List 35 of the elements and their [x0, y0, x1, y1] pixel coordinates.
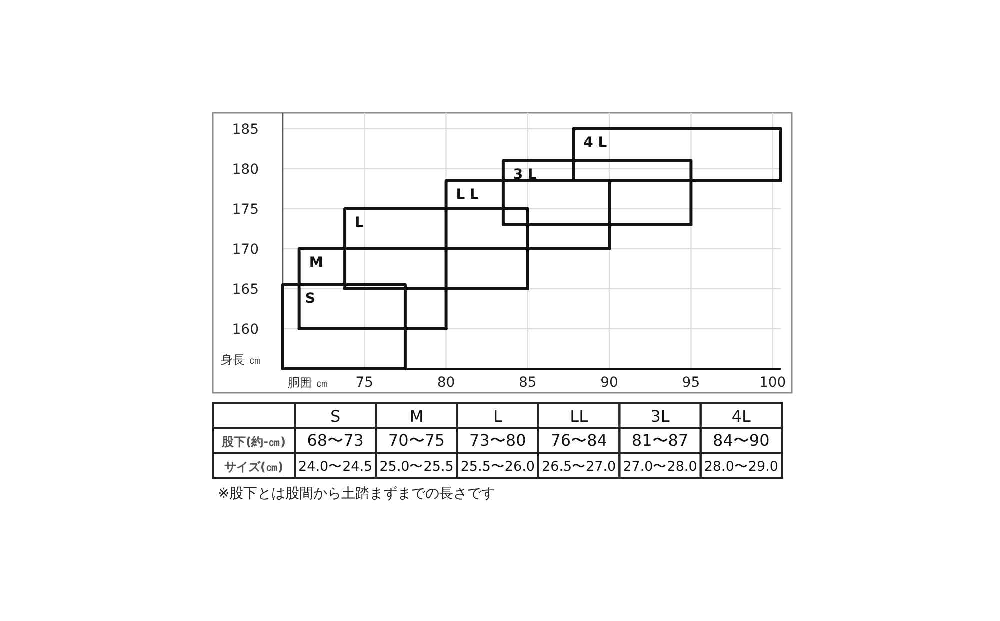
text: 81〜87: [632, 431, 689, 450]
category-label: S: [330, 407, 341, 426]
x-tick-label: 75: [356, 375, 374, 391]
category-label: 4L: [732, 407, 752, 426]
y-tick-label: 170: [232, 242, 259, 258]
text: 28.0〜29.0: [704, 459, 778, 475]
x-axis-title: 胴囲 ㎝: [288, 376, 328, 390]
text: 84〜90: [713, 431, 770, 450]
text: 73〜80: [470, 431, 526, 450]
text: 24.0〜24.5: [298, 459, 373, 475]
x-tick-label: 100: [759, 375, 786, 391]
y-tick-label: 185: [232, 122, 259, 138]
category-label: L: [493, 407, 502, 426]
y-tick-label: 165: [232, 282, 259, 298]
category-label: LL: [570, 407, 588, 426]
text: 26.5〜27.0: [542, 459, 616, 475]
x-tick-label: 95: [682, 375, 700, 391]
x-tick-label: 90: [600, 375, 618, 391]
text: 70〜75: [388, 431, 446, 450]
y-tick-label: 180: [232, 162, 259, 178]
category-label: M: [410, 407, 424, 426]
x-tick-label: 85: [519, 375, 537, 391]
text: 76〜84: [550, 431, 608, 450]
category-label: 3L: [650, 407, 670, 426]
text: 25.5〜26.0: [460, 459, 535, 475]
category-label: サイズ(㎝): [224, 460, 284, 474]
y-tick-label: 160: [232, 322, 259, 338]
y-axis-title: 身長 ㎝: [221, 353, 261, 367]
text: 27.0〜28.0: [623, 459, 698, 475]
y-tick-label: 175: [232, 202, 259, 218]
text: 25.0〜25.5: [380, 459, 454, 475]
category-label: 股下(約-㎝): [222, 435, 286, 449]
text: ※股下とは股間から土踏まずまでの長さです: [218, 486, 496, 502]
x-tick-label: 80: [437, 375, 456, 391]
text: 68〜73: [307, 431, 364, 450]
